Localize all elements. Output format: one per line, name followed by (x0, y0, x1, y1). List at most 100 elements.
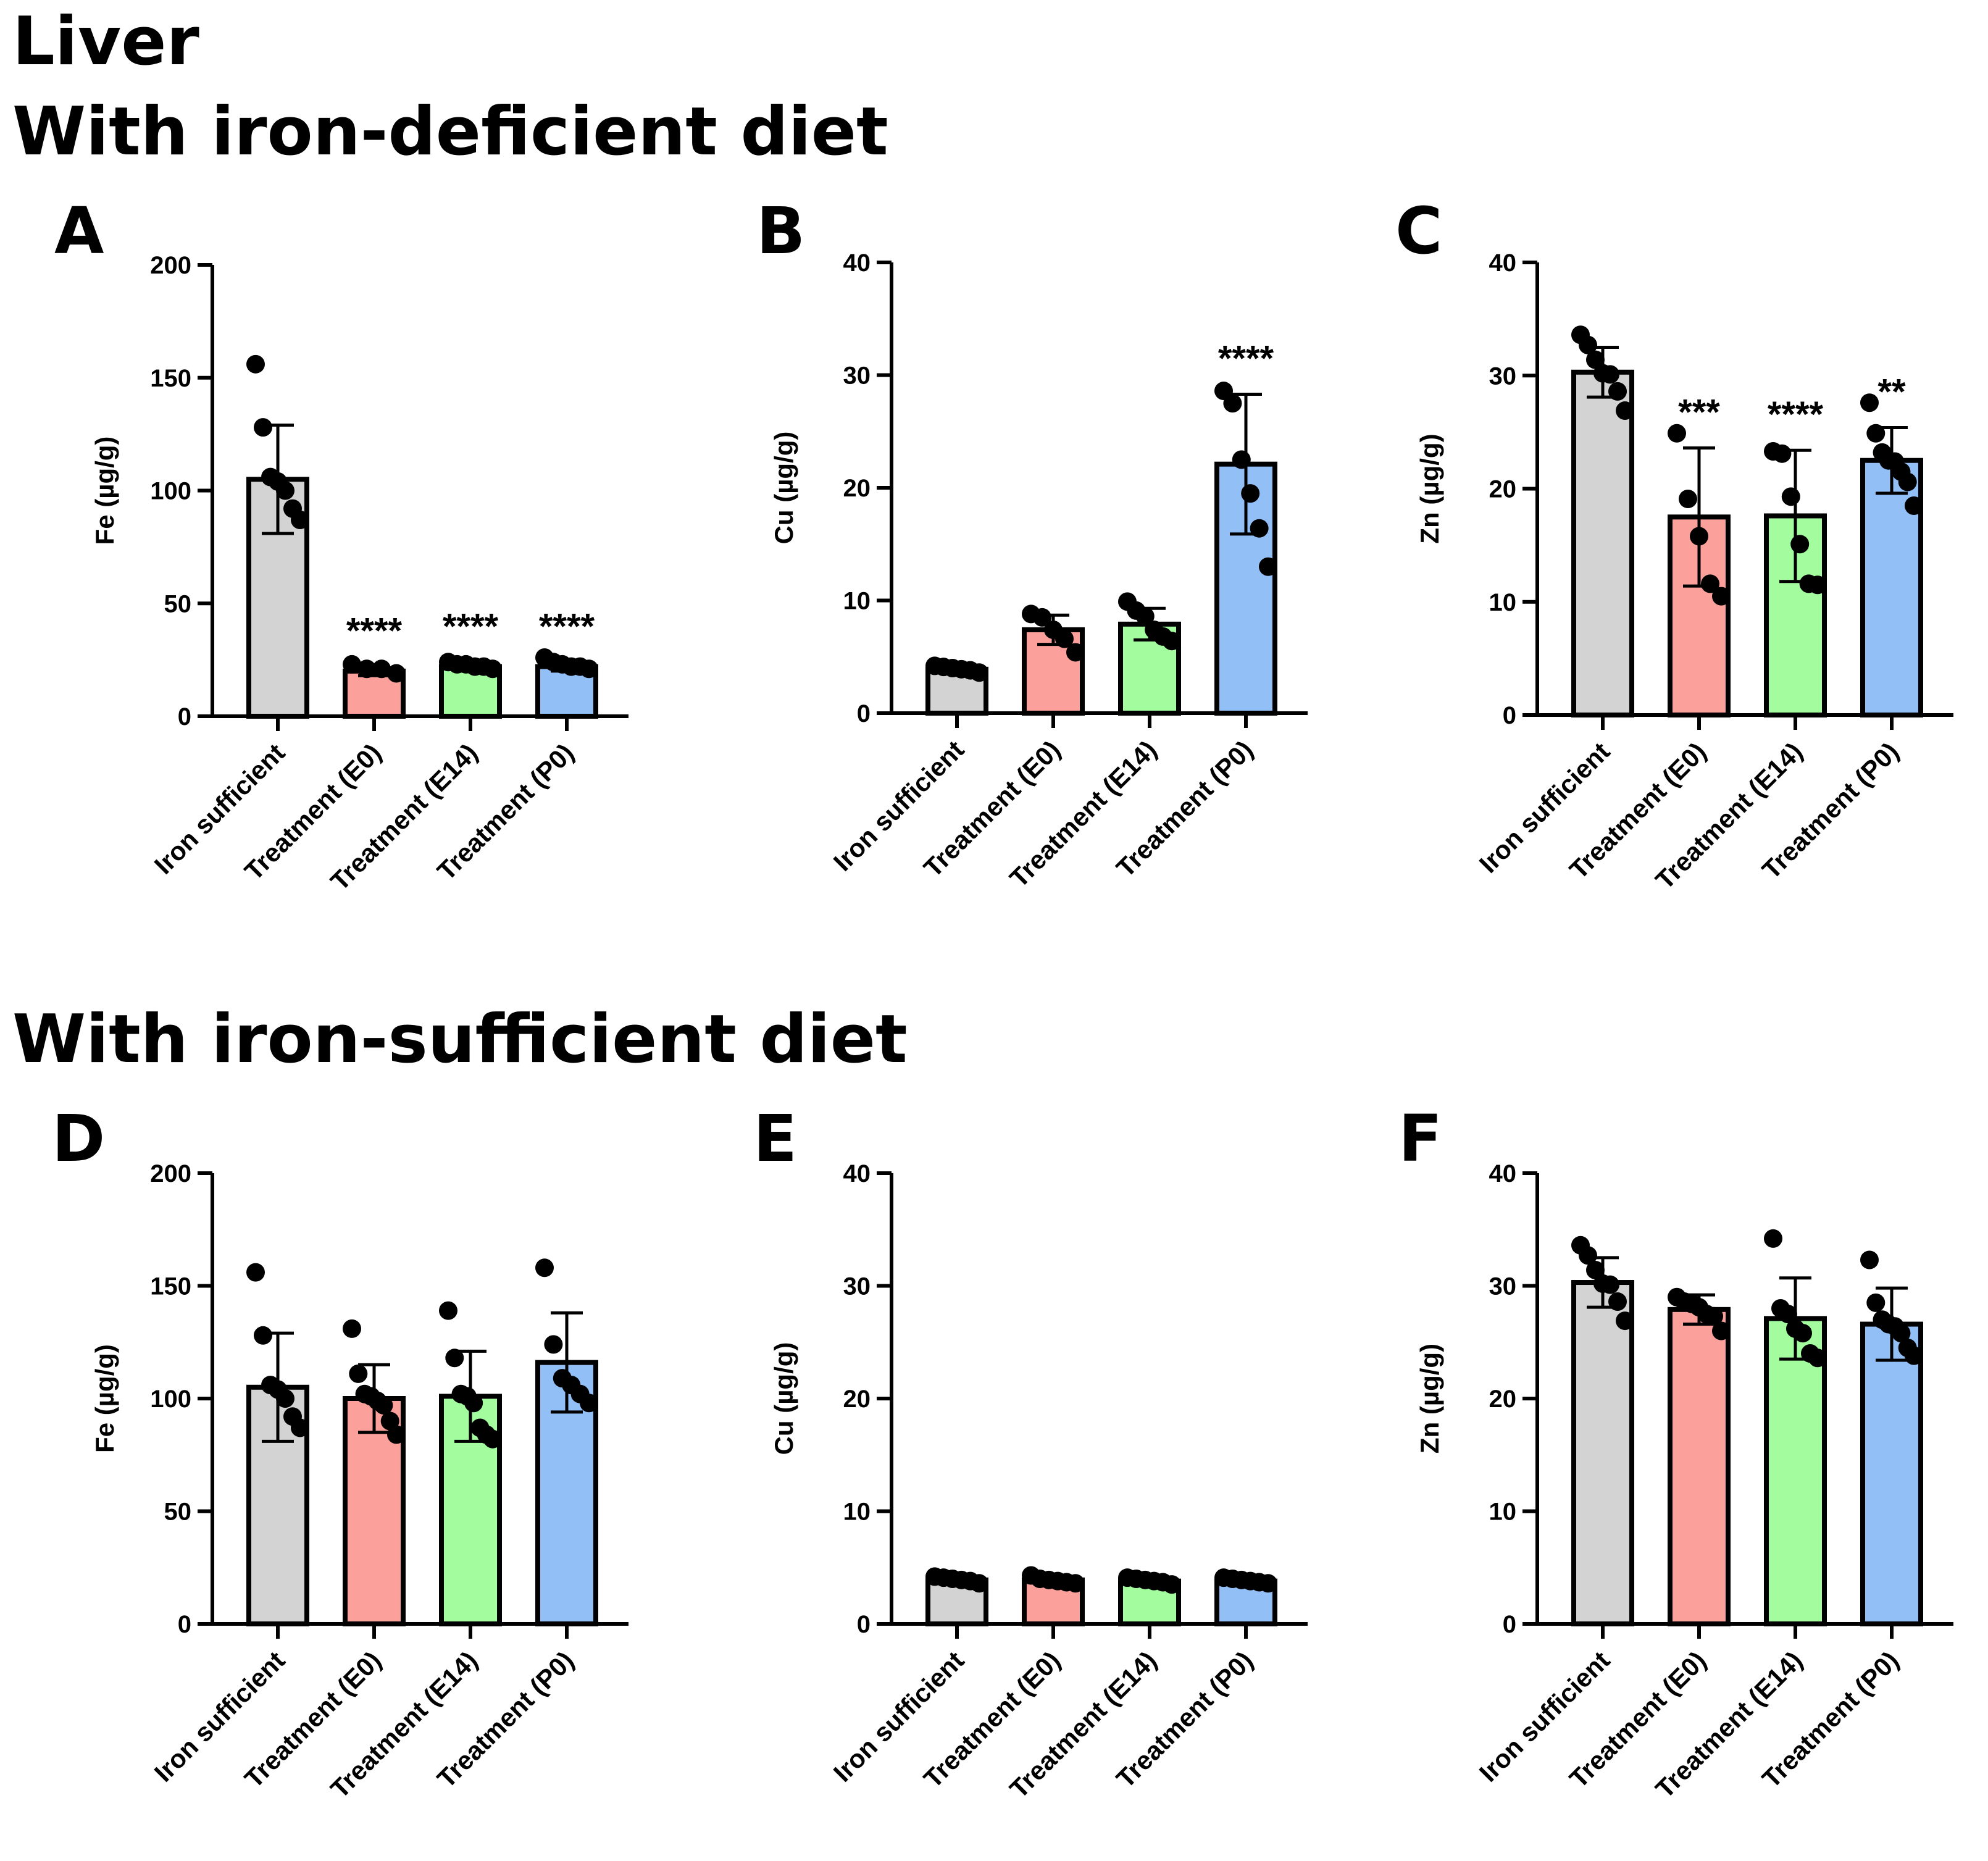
data-point (291, 1418, 309, 1437)
data-point (291, 511, 309, 530)
data-point (1601, 365, 1619, 384)
panel-label: E (753, 1101, 797, 1176)
data-point (1860, 393, 1879, 412)
data-point (970, 1574, 988, 1593)
significance-label: *** (1678, 393, 1720, 433)
data-point (1790, 535, 1810, 554)
data-point (1892, 1324, 1911, 1343)
data-point (374, 1395, 393, 1415)
data-point (1866, 424, 1886, 443)
data-point (445, 1349, 464, 1368)
y-tick-label: 0 (178, 1611, 191, 1638)
title-sufficient-diet: With iron-sufficient diet (12, 1001, 908, 1078)
data-point (1055, 629, 1074, 648)
y-tick-label: 40 (843, 249, 871, 277)
significance-label: **** (1218, 339, 1274, 379)
data-point (387, 1425, 406, 1444)
y-tick-label: 10 (843, 588, 871, 615)
data-point (1866, 1293, 1886, 1312)
y-tick-label: 200 (150, 252, 191, 279)
y-tick-label: 20 (843, 475, 871, 502)
data-point (970, 663, 988, 682)
data-point (1586, 350, 1605, 369)
data-point (1712, 587, 1731, 606)
y-axis-title: Fe (µg/g) (90, 1344, 119, 1453)
data-point (580, 659, 598, 679)
bar (1668, 1307, 1731, 1626)
data-point (1668, 424, 1686, 443)
panel-label: D (52, 1101, 105, 1176)
data-point (1781, 487, 1800, 506)
y-tick-label: 30 (1489, 1273, 1517, 1300)
title-deficient-diet: With iron-deficient diet (12, 93, 888, 170)
data-point (544, 1335, 563, 1354)
data-point (1250, 519, 1269, 538)
data-point (254, 1326, 272, 1345)
data-point (1905, 496, 1923, 515)
significance-label: **** (539, 606, 595, 646)
data-point (1241, 484, 1260, 503)
y-tick-label: 0 (1503, 1611, 1516, 1638)
bar (1571, 1280, 1634, 1626)
data-point (1033, 608, 1051, 627)
title-tissue: Liver (12, 3, 199, 80)
y-tick-label: 30 (843, 1273, 871, 1300)
significance-label: **** (346, 611, 403, 651)
y-tick-label: 100 (150, 1386, 191, 1413)
y-axis-title: Zn (µg/g) (1415, 1344, 1444, 1453)
data-point (464, 1394, 483, 1413)
y-tick-label: 50 (164, 590, 192, 617)
panel-label: B (756, 193, 805, 269)
data-point (343, 1319, 361, 1338)
data-point (1608, 1292, 1627, 1311)
y-axis-title: Fe (µg/g) (90, 437, 119, 545)
data-point (1690, 527, 1708, 546)
data-point (483, 659, 502, 679)
y-tick-label: 150 (150, 365, 191, 392)
data-point (246, 354, 265, 374)
data-point (1860, 1250, 1879, 1269)
data-point (1579, 1246, 1597, 1265)
y-tick-label: 20 (1489, 1386, 1517, 1413)
y-tick-label: 10 (843, 1499, 871, 1526)
data-point (1066, 643, 1085, 662)
significance-label: **** (443, 606, 499, 646)
data-point (387, 664, 406, 683)
data-point (343, 654, 361, 674)
y-tick-label: 50 (164, 1499, 192, 1526)
data-point (1764, 1229, 1782, 1248)
data-point (535, 1258, 554, 1278)
data-point (1579, 335, 1597, 354)
data-point (1066, 1574, 1085, 1593)
data-point (276, 1389, 294, 1408)
data-point (276, 481, 294, 500)
significance-label: **** (1768, 395, 1824, 435)
y-tick-label: 40 (1489, 249, 1517, 277)
y-tick-label: 10 (1489, 589, 1517, 616)
data-point (1616, 1311, 1634, 1331)
data-point (1679, 489, 1697, 508)
data-point (439, 1301, 457, 1320)
panel-label: F (1398, 1101, 1442, 1176)
data-point (1616, 401, 1634, 420)
y-tick-label: 40 (843, 1160, 871, 1187)
y-tick-label: 40 (1489, 1160, 1517, 1187)
data-point (1905, 1346, 1923, 1365)
y-axis-title: Cu (µg/g) (769, 1342, 798, 1455)
y-tick-label: 0 (1503, 702, 1516, 729)
y-axis-title: Cu (µg/g) (769, 432, 798, 545)
y-tick-label: 200 (150, 1160, 191, 1187)
data-point (1601, 1275, 1619, 1294)
data-point (372, 659, 391, 679)
data-point (1779, 1305, 1797, 1324)
data-point (1163, 1575, 1181, 1594)
data-point (1135, 607, 1155, 626)
y-tick-label: 20 (843, 1386, 871, 1413)
panel-label: C (1395, 193, 1442, 269)
data-point (246, 1263, 265, 1282)
